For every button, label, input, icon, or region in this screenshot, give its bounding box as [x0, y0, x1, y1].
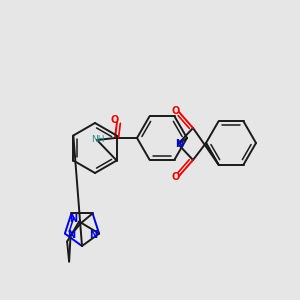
Text: N: N	[89, 230, 97, 240]
Text: N: N	[69, 214, 77, 224]
Text: O: O	[172, 106, 180, 116]
Text: N: N	[175, 139, 183, 149]
Text: O: O	[172, 172, 180, 182]
Text: N: N	[67, 230, 75, 240]
Text: O: O	[111, 115, 119, 125]
Text: NH: NH	[91, 134, 105, 143]
